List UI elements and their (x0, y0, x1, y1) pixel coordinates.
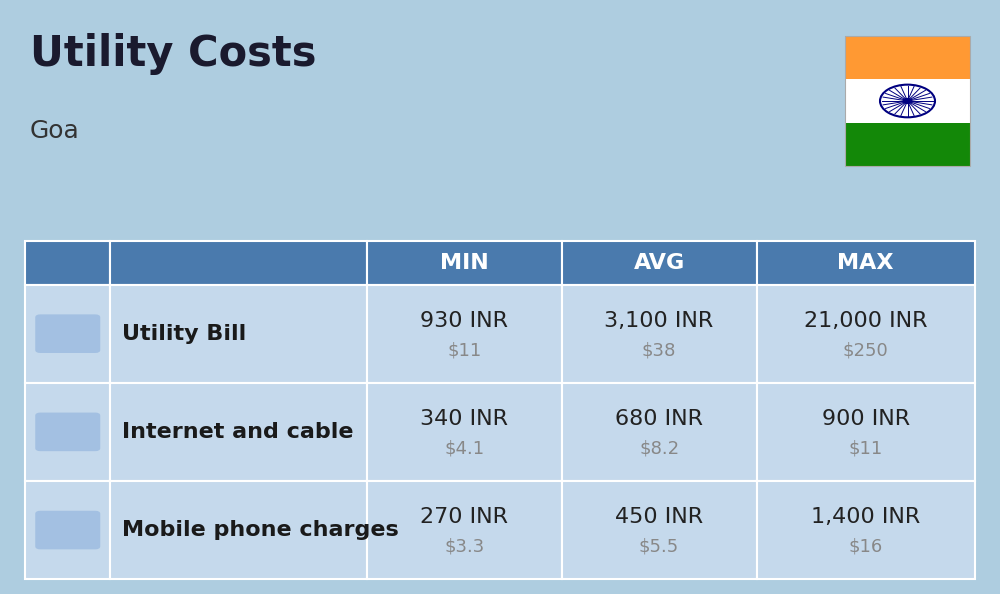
Bar (562, 481, 757, 579)
Text: $3.3: $3.3 (444, 538, 484, 556)
Text: $4.1: $4.1 (444, 440, 484, 457)
Bar (757, 285, 975, 383)
Bar (757, 383, 975, 481)
Text: 340 INR: 340 INR (420, 409, 508, 429)
Text: 680 INR: 680 INR (615, 409, 703, 429)
Bar (367, 481, 562, 579)
Bar (845, 36, 970, 79)
Bar (110, 481, 367, 579)
Text: 930 INR: 930 INR (420, 311, 508, 331)
FancyBboxPatch shape (35, 413, 100, 451)
Bar (562, 383, 757, 481)
Bar (845, 36, 970, 166)
Text: $250: $250 (843, 342, 889, 359)
Text: $11: $11 (447, 342, 482, 359)
Text: AVG: AVG (634, 252, 685, 273)
Bar (25, 383, 110, 481)
Bar (757, 481, 975, 579)
Bar (367, 285, 562, 383)
FancyBboxPatch shape (35, 511, 100, 549)
Bar (845, 123, 970, 166)
Circle shape (903, 99, 912, 103)
Bar (562, 285, 757, 383)
Bar (562, 241, 757, 285)
Text: Mobile phone charges: Mobile phone charges (122, 520, 399, 540)
Bar (110, 383, 367, 481)
FancyBboxPatch shape (35, 314, 100, 353)
Bar (757, 241, 975, 285)
Bar (110, 285, 367, 383)
Text: $5.5: $5.5 (639, 538, 679, 556)
Text: Utility Bill: Utility Bill (122, 324, 247, 344)
Text: 3,100 INR: 3,100 INR (604, 311, 714, 331)
Bar (25, 285, 110, 383)
Text: 1,400 INR: 1,400 INR (811, 507, 920, 527)
Text: 21,000 INR: 21,000 INR (804, 311, 927, 331)
Bar (845, 79, 970, 123)
Text: 270 INR: 270 INR (420, 507, 508, 527)
Text: Internet and cable: Internet and cable (122, 422, 354, 442)
Text: MIN: MIN (440, 252, 489, 273)
Text: 900 INR: 900 INR (822, 409, 910, 429)
Bar (110, 241, 367, 285)
Bar (25, 481, 110, 579)
Bar (25, 241, 110, 285)
Text: $11: $11 (849, 440, 883, 457)
Text: $38: $38 (642, 342, 676, 359)
Text: $8.2: $8.2 (639, 440, 679, 457)
Text: 450 INR: 450 INR (615, 507, 703, 527)
Bar (367, 241, 562, 285)
Text: $16: $16 (849, 538, 883, 556)
Bar (367, 383, 562, 481)
Text: Utility Costs: Utility Costs (30, 33, 316, 75)
Text: Goa: Goa (30, 119, 80, 143)
Text: MAX: MAX (837, 252, 894, 273)
